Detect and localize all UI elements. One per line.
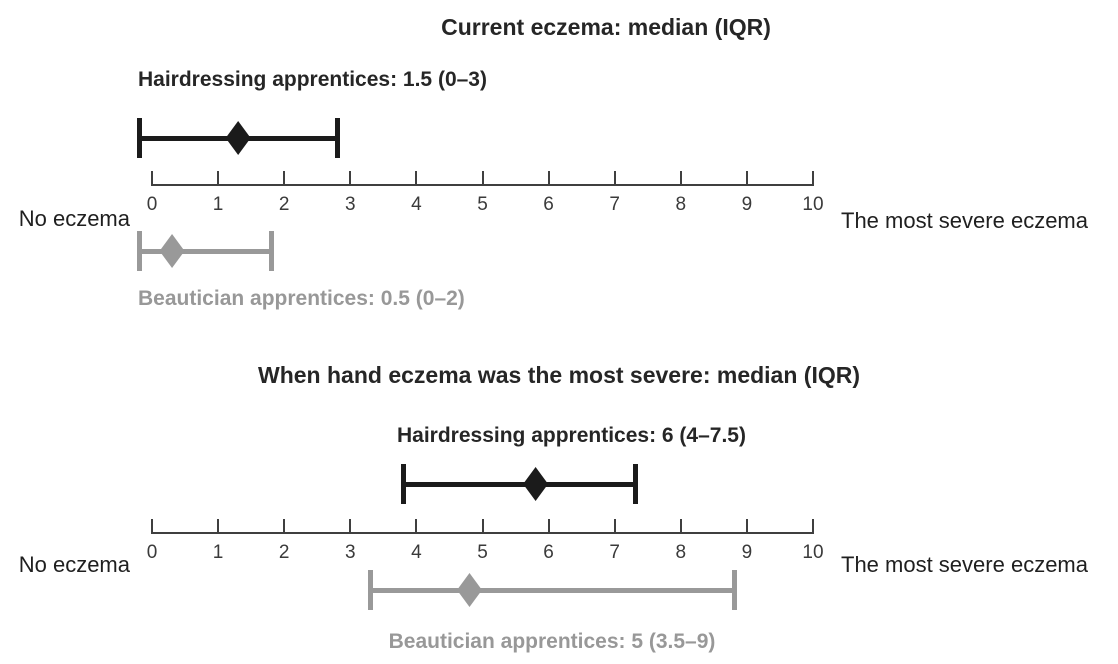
axis-left-anchor-label: No eczema bbox=[18, 206, 130, 231]
iqr-cap-right bbox=[335, 118, 341, 158]
chart-title: When hand eczema was the most severe: me… bbox=[258, 362, 860, 388]
axis-line bbox=[151, 532, 814, 534]
median-diamond bbox=[523, 467, 549, 501]
iqr-line bbox=[139, 249, 272, 254]
axis-tick bbox=[812, 171, 814, 184]
axis-tick-label: 6 bbox=[543, 542, 554, 563]
axis-tick-label: 7 bbox=[609, 194, 620, 215]
axis-tick-label: 8 bbox=[675, 194, 687, 215]
axis-tick bbox=[415, 519, 418, 532]
axis-tick bbox=[151, 519, 153, 532]
axis-tick bbox=[679, 519, 682, 532]
axis-tick-label: 8 bbox=[675, 542, 687, 563]
axis-tick-label: 0 bbox=[146, 194, 158, 215]
hairdressing-series-label: Hairdressing apprentices: 1.5 (0–3) bbox=[138, 68, 487, 91]
axis-tick-label: 1 bbox=[212, 542, 224, 563]
axis-tick bbox=[547, 519, 550, 532]
iqr-cap-left bbox=[137, 231, 142, 271]
axis-tick bbox=[415, 171, 418, 184]
axis-tick bbox=[217, 519, 220, 532]
axis-tick-label: 2 bbox=[278, 194, 290, 215]
iqr-cap-left bbox=[401, 464, 407, 504]
axis-right-anchor-label: The most severe eczema bbox=[841, 208, 1088, 233]
axis-tick bbox=[217, 171, 220, 184]
axis-tick-label: 9 bbox=[741, 194, 753, 215]
axis-tick bbox=[283, 171, 286, 184]
axis-tick bbox=[151, 171, 153, 184]
axis-tick-label: 6 bbox=[543, 194, 554, 215]
axis-tick bbox=[613, 519, 616, 532]
axis-tick bbox=[481, 519, 484, 532]
iqr-cap-left bbox=[368, 570, 374, 610]
iqr-cap-right bbox=[632, 464, 638, 504]
axis-tick-label: 5 bbox=[477, 194, 488, 215]
axis-tick-label: 10 bbox=[802, 194, 824, 215]
axis-tick bbox=[613, 171, 616, 184]
axis-tick bbox=[547, 171, 550, 184]
axis-tick bbox=[745, 171, 748, 184]
axis-line bbox=[151, 184, 814, 186]
iqr-line bbox=[370, 588, 734, 593]
axis-tick-label: 0 bbox=[146, 542, 158, 563]
axis-tick bbox=[283, 519, 286, 532]
axis-tick-label: 3 bbox=[345, 542, 356, 563]
axis-right-anchor-label: The most severe eczema bbox=[841, 552, 1088, 577]
axis-tick-label: 7 bbox=[609, 542, 620, 563]
axis-tick-label: 2 bbox=[278, 542, 290, 563]
hairdressing-series-label: Hairdressing apprentices: 6 (4–7.5) bbox=[397, 424, 746, 447]
axis-tick-label: 5 bbox=[477, 542, 488, 563]
axis-tick bbox=[481, 171, 484, 184]
axis-tick bbox=[745, 519, 748, 532]
axis-tick bbox=[679, 171, 682, 184]
axis-tick-label: 9 bbox=[741, 542, 753, 563]
iqr-cap-right bbox=[269, 231, 275, 271]
iqr-cap-left bbox=[137, 118, 142, 158]
axis-tick-label: 1 bbox=[212, 194, 224, 215]
axis-tick bbox=[349, 171, 352, 184]
beautician-series-label: Beautician apprentices: 5 (3.5–9) bbox=[388, 630, 716, 653]
axis-tick-label: 4 bbox=[411, 542, 422, 563]
axis-tick-label: 3 bbox=[345, 194, 356, 215]
chart-title: Current eczema: median (IQR) bbox=[441, 14, 771, 40]
iqr-cap-right bbox=[731, 570, 737, 610]
axis-tick-label: 10 bbox=[802, 542, 824, 563]
iqr-line bbox=[403, 482, 635, 487]
axis-tick-label: 4 bbox=[411, 194, 422, 215]
axis-tick bbox=[349, 519, 352, 532]
axis-tick bbox=[812, 519, 814, 532]
median-diamond bbox=[457, 573, 482, 607]
beautician-series-label: Beautician apprentices: 0.5 (0–2) bbox=[138, 287, 465, 310]
axis-left-anchor-label: No eczema bbox=[18, 552, 130, 577]
